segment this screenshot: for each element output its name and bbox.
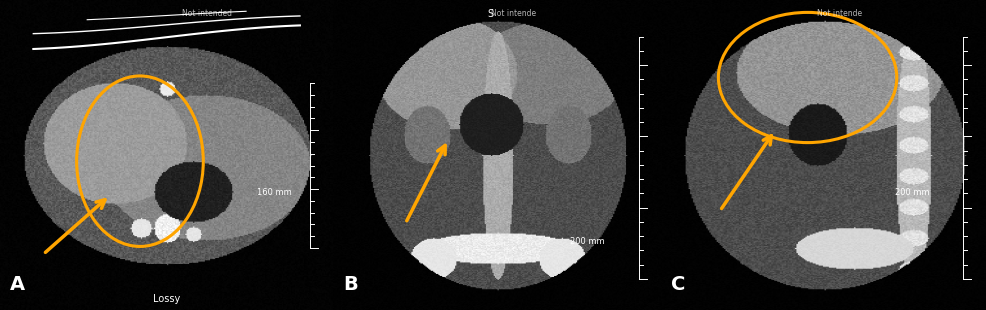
Text: Not intende: Not intende	[817, 9, 863, 18]
Text: Lossy: Lossy	[153, 294, 180, 304]
Text: B: B	[343, 276, 358, 294]
Text: C: C	[671, 276, 685, 294]
Text: Not intended: Not intended	[181, 9, 232, 18]
Text: S: S	[488, 9, 494, 19]
Text: 200 mm: 200 mm	[570, 237, 604, 246]
Text: Not intende: Not intende	[491, 9, 536, 18]
Text: 200 mm: 200 mm	[895, 188, 930, 197]
Text: A: A	[10, 276, 25, 294]
Text: 160 mm: 160 mm	[256, 188, 292, 197]
